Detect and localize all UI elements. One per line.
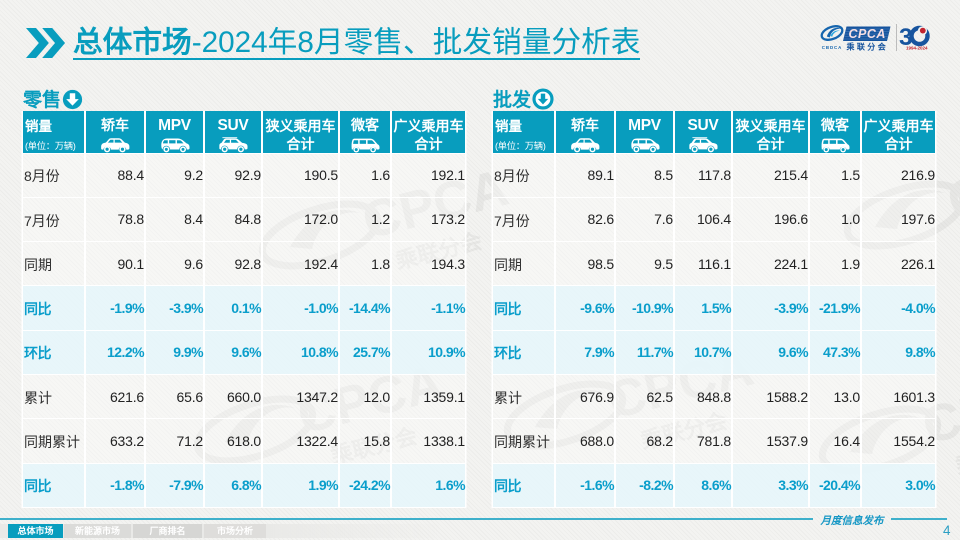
svg-text:CPCA: CPCA (849, 27, 886, 41)
svg-text:乘联分会: 乘联分会 (846, 42, 889, 52)
svg-text:3: 3 (899, 24, 912, 51)
svg-text:CBDCA: CBDCA (822, 45, 842, 50)
svg-text:1994-2024: 1994-2024 (906, 46, 928, 51)
